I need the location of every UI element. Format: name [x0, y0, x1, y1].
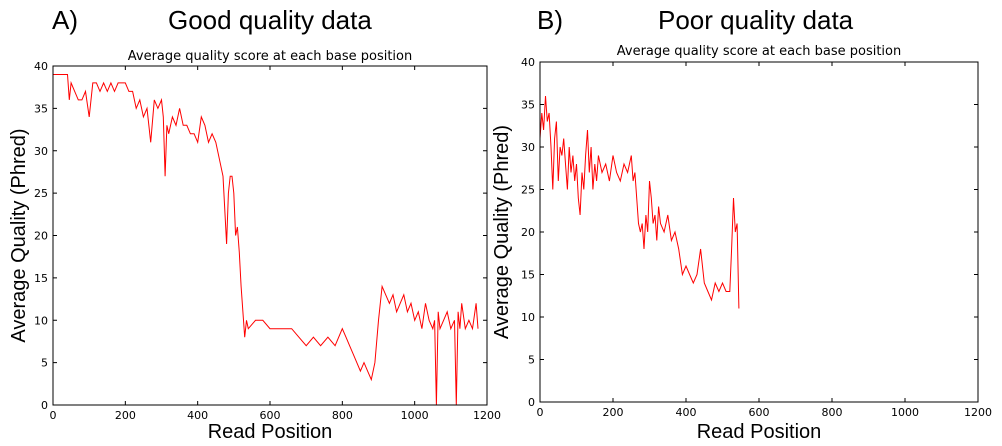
chart-b-ylabel: Average Quality (Phred) — [491, 125, 513, 339]
chart-a-ytick-label: 30 — [34, 145, 48, 158]
panel-a-letter: A) — [52, 5, 78, 35]
chart-b-ytick-label: 25 — [521, 184, 535, 197]
chart-b-ytick-label: 0 — [528, 396, 535, 409]
chart-a-xtick-label: 200 — [115, 409, 136, 422]
panel-b-heading: Poor quality data — [658, 5, 854, 35]
chart-a-ytick-label: 0 — [41, 399, 48, 412]
chart-a-xtick-label: 800 — [332, 409, 353, 422]
chart-a-ylabel: Average Quality (Phred) — [8, 128, 30, 342]
chart-a-title: Average quality score at each base posit… — [128, 49, 412, 64]
chart-a-xtick-label: 600 — [260, 409, 281, 422]
chart-a-xlabel: Read Position — [208, 421, 333, 443]
chart-a-xtick-label: 1200 — [473, 409, 501, 422]
chart-b-xtick-label: 0 — [537, 406, 544, 419]
chart-b-title: Average quality score at each base posit… — [617, 44, 901, 59]
chart-b-xtick-label: 800 — [822, 406, 843, 419]
chart-a-plot-frame — [52, 65, 488, 406]
chart-b-ytick-label: 35 — [521, 99, 535, 112]
chart-b-series-line-0 — [539, 95, 740, 309]
chart-b-ytick-label: 5 — [528, 354, 535, 367]
chart-b-ytick-label: 40 — [521, 56, 535, 69]
chart-a-ytick-label: 35 — [34, 102, 48, 115]
chart-a-ytick-label: 10 — [34, 314, 48, 327]
chart-a-xtick-label: 1000 — [401, 409, 429, 422]
panel-b-letter: B) — [537, 5, 563, 35]
chart-a-ytick-label: 20 — [34, 230, 48, 243]
chart-a-series-line-0 — [53, 74, 479, 406]
chart-b-xtick-label: 1200 — [964, 406, 992, 419]
chart-b-xtick-label: 200 — [603, 406, 624, 419]
chart-b-xtick-label: 1000 — [891, 406, 919, 419]
chart-b-xtick-label: 600 — [749, 406, 770, 419]
chart-b-ytick-label: 15 — [521, 269, 535, 282]
chart-b-plot-frame — [539, 61, 979, 403]
chart-a-ytick-label: 15 — [34, 272, 48, 285]
chart-a-xtick-label: 400 — [187, 409, 208, 422]
panel-a-heading: Good quality data — [168, 5, 372, 35]
chart-b-xtick-label: 400 — [676, 406, 697, 419]
chart-a-ytick-label: 25 — [34, 187, 48, 200]
chart-a-ytick-label: 40 — [34, 60, 48, 73]
chart-b-ytick-label: 30 — [521, 141, 535, 154]
chart-a-xtick-label: 0 — [50, 409, 57, 422]
chart-b-ytick-label: 10 — [521, 311, 535, 324]
chart-b-ytick-label: 20 — [521, 226, 535, 239]
chart-a-ytick-label: 5 — [41, 357, 48, 370]
chart-b-xlabel: Read Position — [697, 421, 822, 443]
